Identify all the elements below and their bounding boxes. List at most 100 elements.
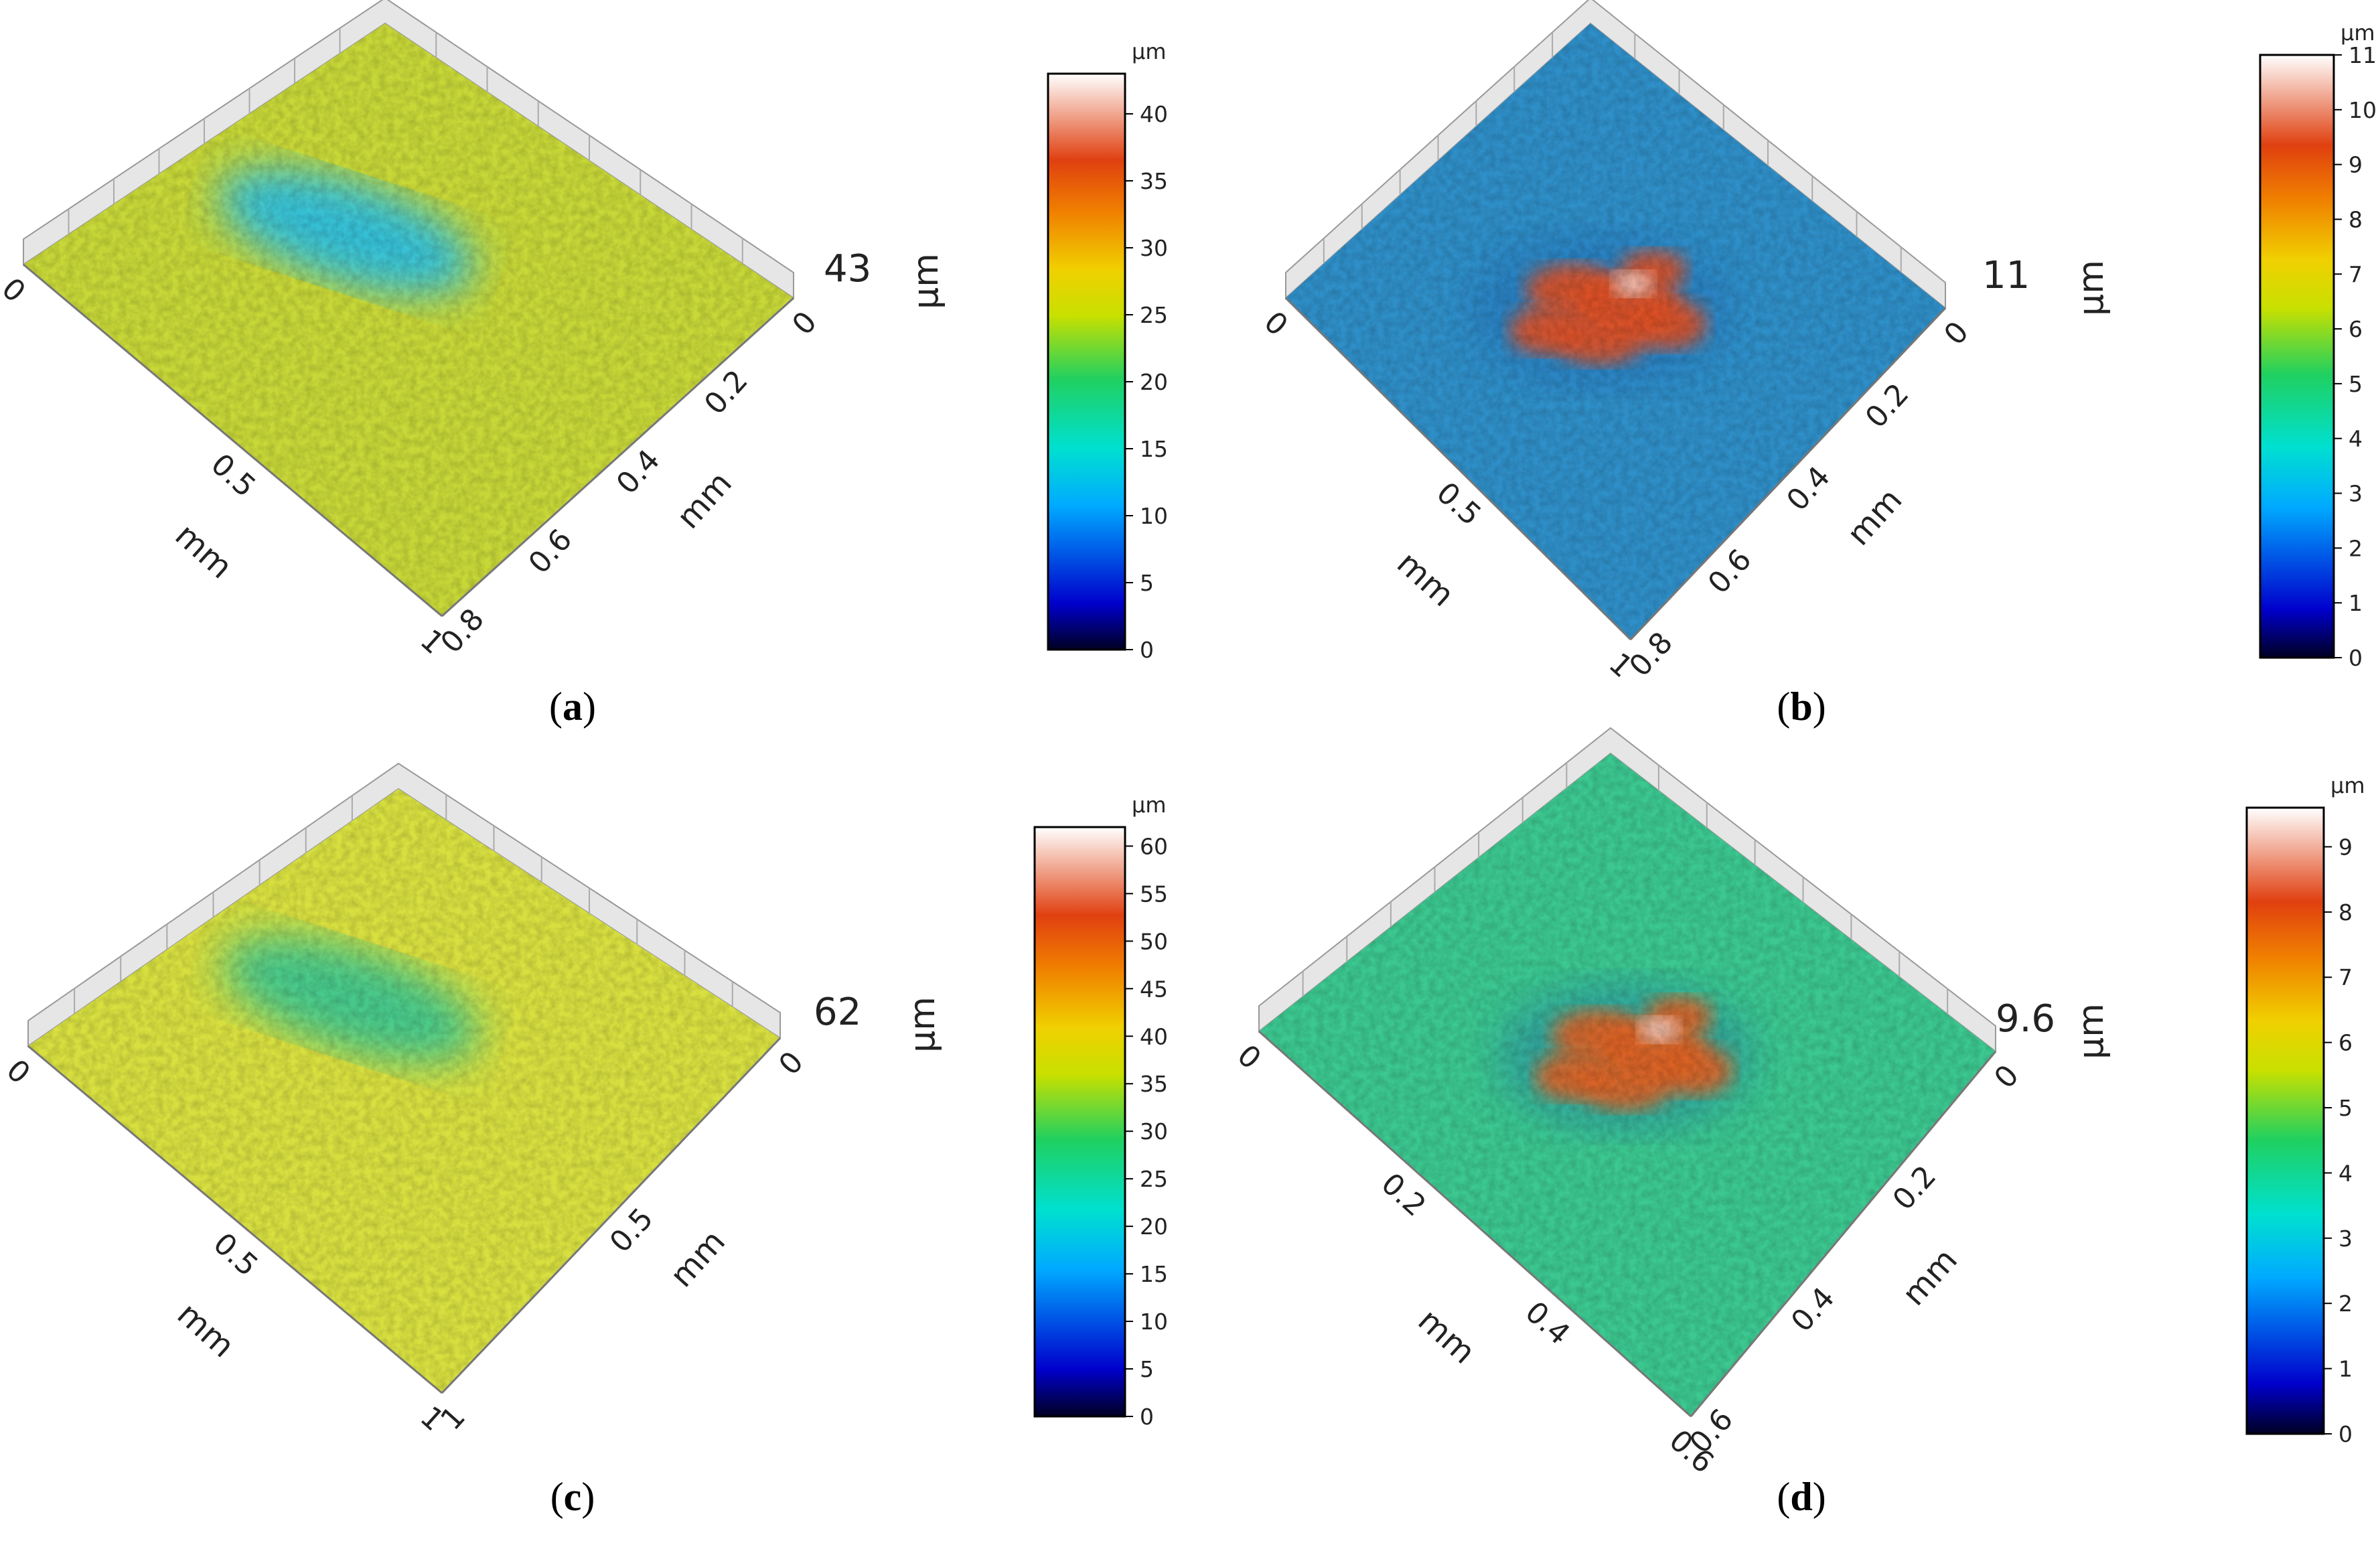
colorbar-tick-label: 1 <box>2349 590 2363 616</box>
surface-texture <box>23 23 794 616</box>
colorbar-tick-label: 11 <box>2349 42 2377 68</box>
colorbar-tick-label: 0 <box>1140 1404 1154 1430</box>
colorbar-tick-label: 4 <box>2338 1160 2353 1186</box>
panel-label: (d) <box>1777 1475 1826 1519</box>
colorbar-tick-label: 45 <box>1140 976 1168 1002</box>
colorbar-tick-label: 7 <box>2338 964 2353 990</box>
z-max-label: 11 <box>1982 254 2030 297</box>
colorbar <box>1033 826 1126 1418</box>
panel-label: (b) <box>1777 684 1826 729</box>
z-max-label: 43 <box>824 247 871 291</box>
colorbar-tick-label: 8 <box>2349 206 2363 232</box>
colorbar-tick-label: 9 <box>2349 152 2363 178</box>
surface-map <box>28 789 780 1393</box>
colorbar-tick-label: 7 <box>2349 261 2363 287</box>
x-tick-label: 0 <box>1231 1038 1268 1076</box>
colorbar-tick-label: 0 <box>2349 645 2363 671</box>
z-unit-label: µm <box>906 253 946 309</box>
colorbar-unit: µm <box>1132 792 1167 818</box>
y-axis-line <box>1690 1051 1997 1417</box>
surface-map <box>1286 23 1945 640</box>
colorbar-tick-label: 5 <box>1140 1356 1154 1382</box>
x-axis-title: mm <box>170 1295 242 1365</box>
colorbar-tick-label: 20 <box>1140 1214 1168 1240</box>
colorbar-tick-label: 2 <box>2349 535 2363 561</box>
colorbar-tick-label: 6 <box>2338 1030 2353 1056</box>
z-unit-label: µm <box>2071 260 2111 316</box>
colorbar-tick-label: 5 <box>2338 1095 2353 1121</box>
z-max-label: 62 <box>814 990 861 1034</box>
colorbar-tick-label: 25 <box>1140 302 1168 328</box>
colorbar-tick-label: 25 <box>1140 1166 1168 1192</box>
colorbar-tick-label: 35 <box>1140 1071 1168 1097</box>
z-max-label: 9.6 <box>1996 997 2055 1041</box>
y-tick-label: 0 <box>772 1045 810 1082</box>
y-axis-title: mm <box>663 1223 733 1295</box>
y-axis-title: mm <box>670 465 739 536</box>
x-axis-title: mm <box>168 516 240 586</box>
colorbar <box>2245 806 2325 1435</box>
surface-texture <box>28 789 780 1393</box>
x-axis-line <box>23 263 443 617</box>
colorbar-tick-label: 10 <box>1140 1309 1168 1335</box>
colorbar-tick-label: 6 <box>2349 316 2363 342</box>
y-axis-title: mm <box>1840 482 1909 553</box>
y-tick-label: 0 <box>1937 315 1976 352</box>
colorbar-tick-label: 10 <box>2349 97 2377 123</box>
colorbar-tick-label: 50 <box>1140 928 1168 954</box>
panel-label: (a) <box>549 684 596 729</box>
x-axis-title: mm <box>1411 1302 1483 1372</box>
colorbar-tick-label: 10 <box>1140 503 1168 529</box>
colorbar-tick-label: 1 <box>2338 1356 2353 1382</box>
x-tick-label: 0 <box>1258 305 1294 343</box>
y-axis-title: mm <box>1895 1242 1965 1313</box>
colorbar-tick-label: 15 <box>1140 436 1168 462</box>
x-tick-label: 0 <box>0 1053 37 1091</box>
colorbar-tick-label: 30 <box>1140 235 1168 261</box>
y-axis-line <box>1629 307 1947 641</box>
surface-texture <box>1259 753 1996 1416</box>
y-tick-label: 0 <box>1988 1058 2026 1095</box>
x-axis-title: mm <box>1390 544 1461 614</box>
colorbar-tick-label: 20 <box>1140 369 1168 395</box>
surface-map <box>1259 753 1996 1416</box>
colorbar-tick-label: 8 <box>2338 899 2353 926</box>
colorbar-tick-label: 9 <box>2338 834 2353 860</box>
panel-label: (c) <box>550 1475 595 1519</box>
x-axis-line <box>1284 297 1632 641</box>
y-tick-label: 0 <box>786 305 824 342</box>
colorbar-unit: µm <box>2340 20 2375 46</box>
colorbar-tick-label: 4 <box>2349 426 2363 452</box>
colorbar-tick-label: 5 <box>2349 371 2363 397</box>
z-unit-label: µm <box>903 997 943 1053</box>
colorbar <box>2259 54 2335 659</box>
colorbar-tick-label: 3 <box>2338 1226 2353 1252</box>
colorbar <box>1047 72 1126 651</box>
x-axis-line <box>1258 1030 1692 1418</box>
colorbar-tick-label: 40 <box>1140 101 1168 127</box>
colorbar-tick-label: 2 <box>2338 1291 2353 1317</box>
colorbar-tick-label: 3 <box>2349 481 2363 507</box>
x-tick-label: 0 <box>0 271 32 309</box>
colorbar-tick-label: 15 <box>1140 1261 1168 1287</box>
z-unit-label: µm <box>2071 1003 2111 1059</box>
colorbar-tick-label: 0 <box>1140 637 1154 663</box>
x-axis-line <box>27 1045 443 1394</box>
colorbar-tick-label: 0 <box>2338 1421 2353 1447</box>
y-axis-line <box>441 1037 782 1394</box>
colorbar-unit: µm <box>1132 39 1167 64</box>
colorbar-tick-label: 35 <box>1140 168 1168 194</box>
colorbar-tick-label: 30 <box>1140 1118 1168 1145</box>
colorbar-tick-label: 55 <box>1140 881 1168 907</box>
surface-map <box>23 23 794 616</box>
colorbar-tick-label: 60 <box>1140 833 1168 859</box>
colorbar-unit: µm <box>2330 773 2365 798</box>
colorbar-tick-label: 40 <box>1140 1023 1168 1049</box>
surface-texture <box>1286 23 1945 640</box>
y-axis-line <box>441 297 795 617</box>
colorbar-tick-label: 5 <box>1140 570 1154 596</box>
